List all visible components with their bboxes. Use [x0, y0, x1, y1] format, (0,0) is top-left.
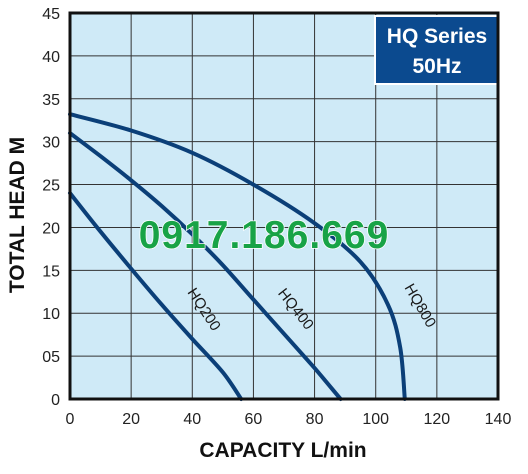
- curve-hq200: [68, 191, 244, 401]
- title-box: HQ Series 50Hz: [374, 15, 500, 85]
- y-tick-label: 15: [42, 263, 60, 280]
- y-tick-label: 45: [42, 6, 60, 23]
- plot-frame: [68, 11, 500, 401]
- chart-subtitle: 50Hz: [412, 55, 461, 78]
- y-tick-label: 25: [42, 178, 60, 195]
- chart-title: HQ Series: [387, 25, 487, 48]
- y-tick-label: 20: [42, 220, 60, 237]
- tick-labels: 0 20 40 60 80 100 120 140 0 05 10 15 20 25 30 35 40 45: [42, 6, 511, 428]
- y-tick-label: 40: [42, 49, 60, 66]
- x-tick-label: 100: [362, 411, 389, 428]
- x-tick-label: 60: [245, 411, 263, 428]
- x-tick-label: 120: [424, 411, 451, 428]
- curve-hq800: [68, 112, 407, 401]
- y-tick-label: 35: [42, 92, 60, 109]
- x-tick-label: 40: [183, 411, 201, 428]
- x-tick-label: 20: [122, 411, 140, 428]
- y-tick-label: 0: [51, 392, 60, 409]
- x-axis-label: CAPACITY L/min: [199, 439, 366, 462]
- curve-hq400: [68, 131, 343, 401]
- x-tick-label: 80: [306, 411, 324, 428]
- y-tick-label: 05: [42, 349, 60, 366]
- x-tick-label: 140: [485, 411, 512, 428]
- x-tick-label: 0: [66, 411, 75, 428]
- y-tick-label: 30: [42, 135, 60, 152]
- y-tick-label: 10: [42, 306, 60, 323]
- phone-watermark: 0917.186.669: [139, 214, 390, 257]
- grid-lines: [70, 13, 498, 399]
- pump-curves: [68, 112, 407, 401]
- y-axis-label: TOTAL HEAD M: [6, 137, 29, 293]
